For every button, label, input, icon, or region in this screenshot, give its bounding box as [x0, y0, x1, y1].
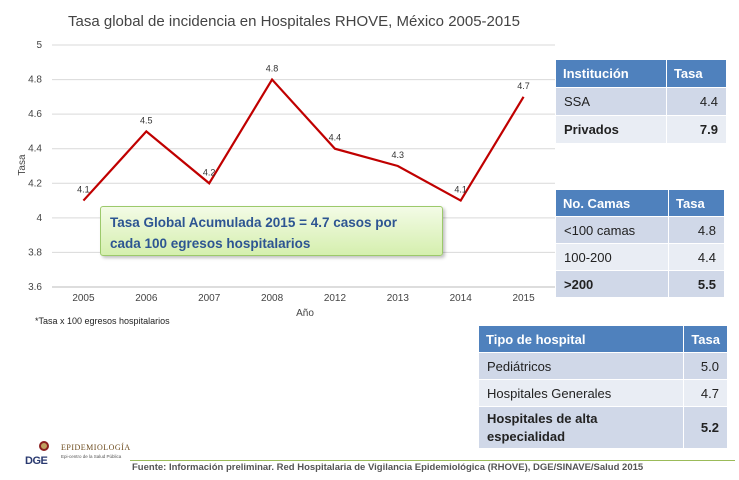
table-row: Privados 7.9 — [555, 115, 728, 144]
row-value: 4.7 — [683, 379, 728, 407]
data-label: 4.3 — [392, 150, 405, 160]
table-header-row: Tipo de hospital Tasa — [477, 325, 728, 353]
callout-line-1: Tasa Global Acumulada 2015 = 4.7 casos p… — [110, 215, 398, 230]
y-tick-label: 4.8 — [28, 75, 42, 86]
table-header-row: Institución Tasa — [555, 59, 728, 88]
y-tick-label: 3.8 — [28, 247, 42, 258]
y-tick-label: 4.2 — [28, 178, 42, 189]
row-label: <100 camas — [554, 216, 670, 244]
x-axis-ticks: 2005 2006 2007 2008 2012 2013 2014 2015 — [72, 293, 535, 304]
table-tipo-hospital: Tipo de hospital Tasa Pediátricos 5.0 Ho… — [477, 325, 728, 449]
row-label: Privados — [555, 115, 667, 144]
header-tipo-hospital: Tipo de hospital — [477, 325, 685, 353]
row-label: SSA — [555, 87, 667, 116]
table-row: <100 camas 4.8 — [554, 216, 725, 244]
row-value: 4.4 — [668, 243, 725, 271]
table-row: >200 5.5 — [554, 270, 725, 298]
chart-title: Tasa global de incidencia en Hospitales … — [68, 13, 520, 30]
header-tasa: Tasa — [668, 189, 725, 217]
row-label: >200 — [554, 270, 670, 298]
table-row: Hospitales Generales 4.7 — [477, 379, 728, 407]
row-label: Hospitales de alta especialidad — [477, 406, 685, 449]
table-institucion: Institución Tasa SSA 4.4 Privados 7.9 — [555, 59, 728, 144]
x-tick-label: 2006 — [135, 293, 158, 304]
source-text: Fuente: Información preliminar. Red Hosp… — [132, 462, 644, 473]
row-label: 100-200 — [554, 243, 670, 271]
data-labels: 4.1 4.5 4.2 4.8 4.4 4.3 4.1 4.7 — [77, 64, 530, 195]
row-label: Hospitales Generales — [477, 379, 685, 407]
y-tick-label: 3.6 — [28, 282, 42, 293]
y-tick-label: 4 — [36, 213, 42, 224]
x-tick-label: 2014 — [450, 293, 473, 304]
header-institucion: Institución — [555, 59, 667, 88]
callout-line-2: cada 100 egresos hospitalarios — [110, 236, 311, 251]
y-tick-label: 4.4 — [28, 144, 42, 155]
data-label: 4.1 — [454, 185, 467, 195]
table-camas: No. Camas Tasa <100 camas 4.8 100-200 4.… — [554, 189, 725, 298]
table-header-row: No. Camas Tasa — [554, 189, 725, 217]
data-label: 4.2 — [203, 167, 216, 177]
x-tick-label: 2013 — [387, 293, 410, 304]
x-tick-label: 2012 — [324, 293, 347, 304]
row-value: 7.9 — [665, 115, 728, 144]
epidemiologia-logo: DGE EPIDEMIOLOGÍA Epi-centro de la Salud… — [25, 441, 130, 471]
y-tick-label: 4.6 — [28, 109, 42, 120]
y-axis-title: Tasa — [17, 154, 28, 176]
data-label: 4.4 — [329, 133, 342, 143]
header-no-camas: No. Camas — [554, 189, 670, 217]
data-label: 4.7 — [517, 81, 530, 91]
x-tick-label: 2005 — [72, 293, 95, 304]
callout-box: Tasa Global Acumulada 2015 = 4.7 casos p… — [100, 206, 443, 256]
y-axis-ticks: 3.6 3.8 4 4.2 4.4 4.6 4.8 5 — [28, 40, 42, 293]
logo-emblem-icon — [39, 441, 49, 451]
chart-series — [82, 77, 525, 203]
data-label: 4.1 — [77, 185, 90, 195]
table-row: 100-200 4.4 — [554, 243, 725, 271]
data-label: 4.8 — [266, 64, 279, 74]
x-tick-label: 2007 — [198, 293, 221, 304]
row-label: Pediátricos — [477, 352, 685, 380]
logo-tagline: Epi-centro de la Salud Pública — [61, 454, 122, 459]
row-value: 5.5 — [668, 270, 725, 298]
source-divider — [130, 460, 735, 461]
line-chart: Tasa global de incidencia en Hospitales … — [17, 13, 555, 319]
series-line — [82, 77, 525, 203]
header-tasa: Tasa — [683, 325, 728, 353]
row-value: 4.4 — [665, 87, 728, 116]
x-tick-label: 2015 — [512, 293, 535, 304]
row-value: 4.8 — [668, 216, 725, 244]
table-row: Pediátricos 5.0 — [477, 352, 728, 380]
logo-dge-text: DGE — [25, 455, 48, 467]
x-tick-label: 2008 — [261, 293, 284, 304]
footnote: *Tasa x 100 egresos hospitalarios — [35, 316, 170, 326]
row-value: 5.2 — [683, 406, 728, 449]
data-label: 4.5 — [140, 115, 153, 125]
logo-name: EPIDEMIOLOGÍA — [61, 443, 131, 452]
table-row: SSA 4.4 — [555, 87, 728, 116]
row-value: 5.0 — [683, 352, 728, 380]
y-tick-label: 5 — [36, 40, 42, 51]
table-row: Hospitales de alta especialidad 5.2 — [477, 406, 728, 449]
x-axis-title: Año — [296, 308, 314, 319]
header-tasa: Tasa — [665, 59, 728, 88]
